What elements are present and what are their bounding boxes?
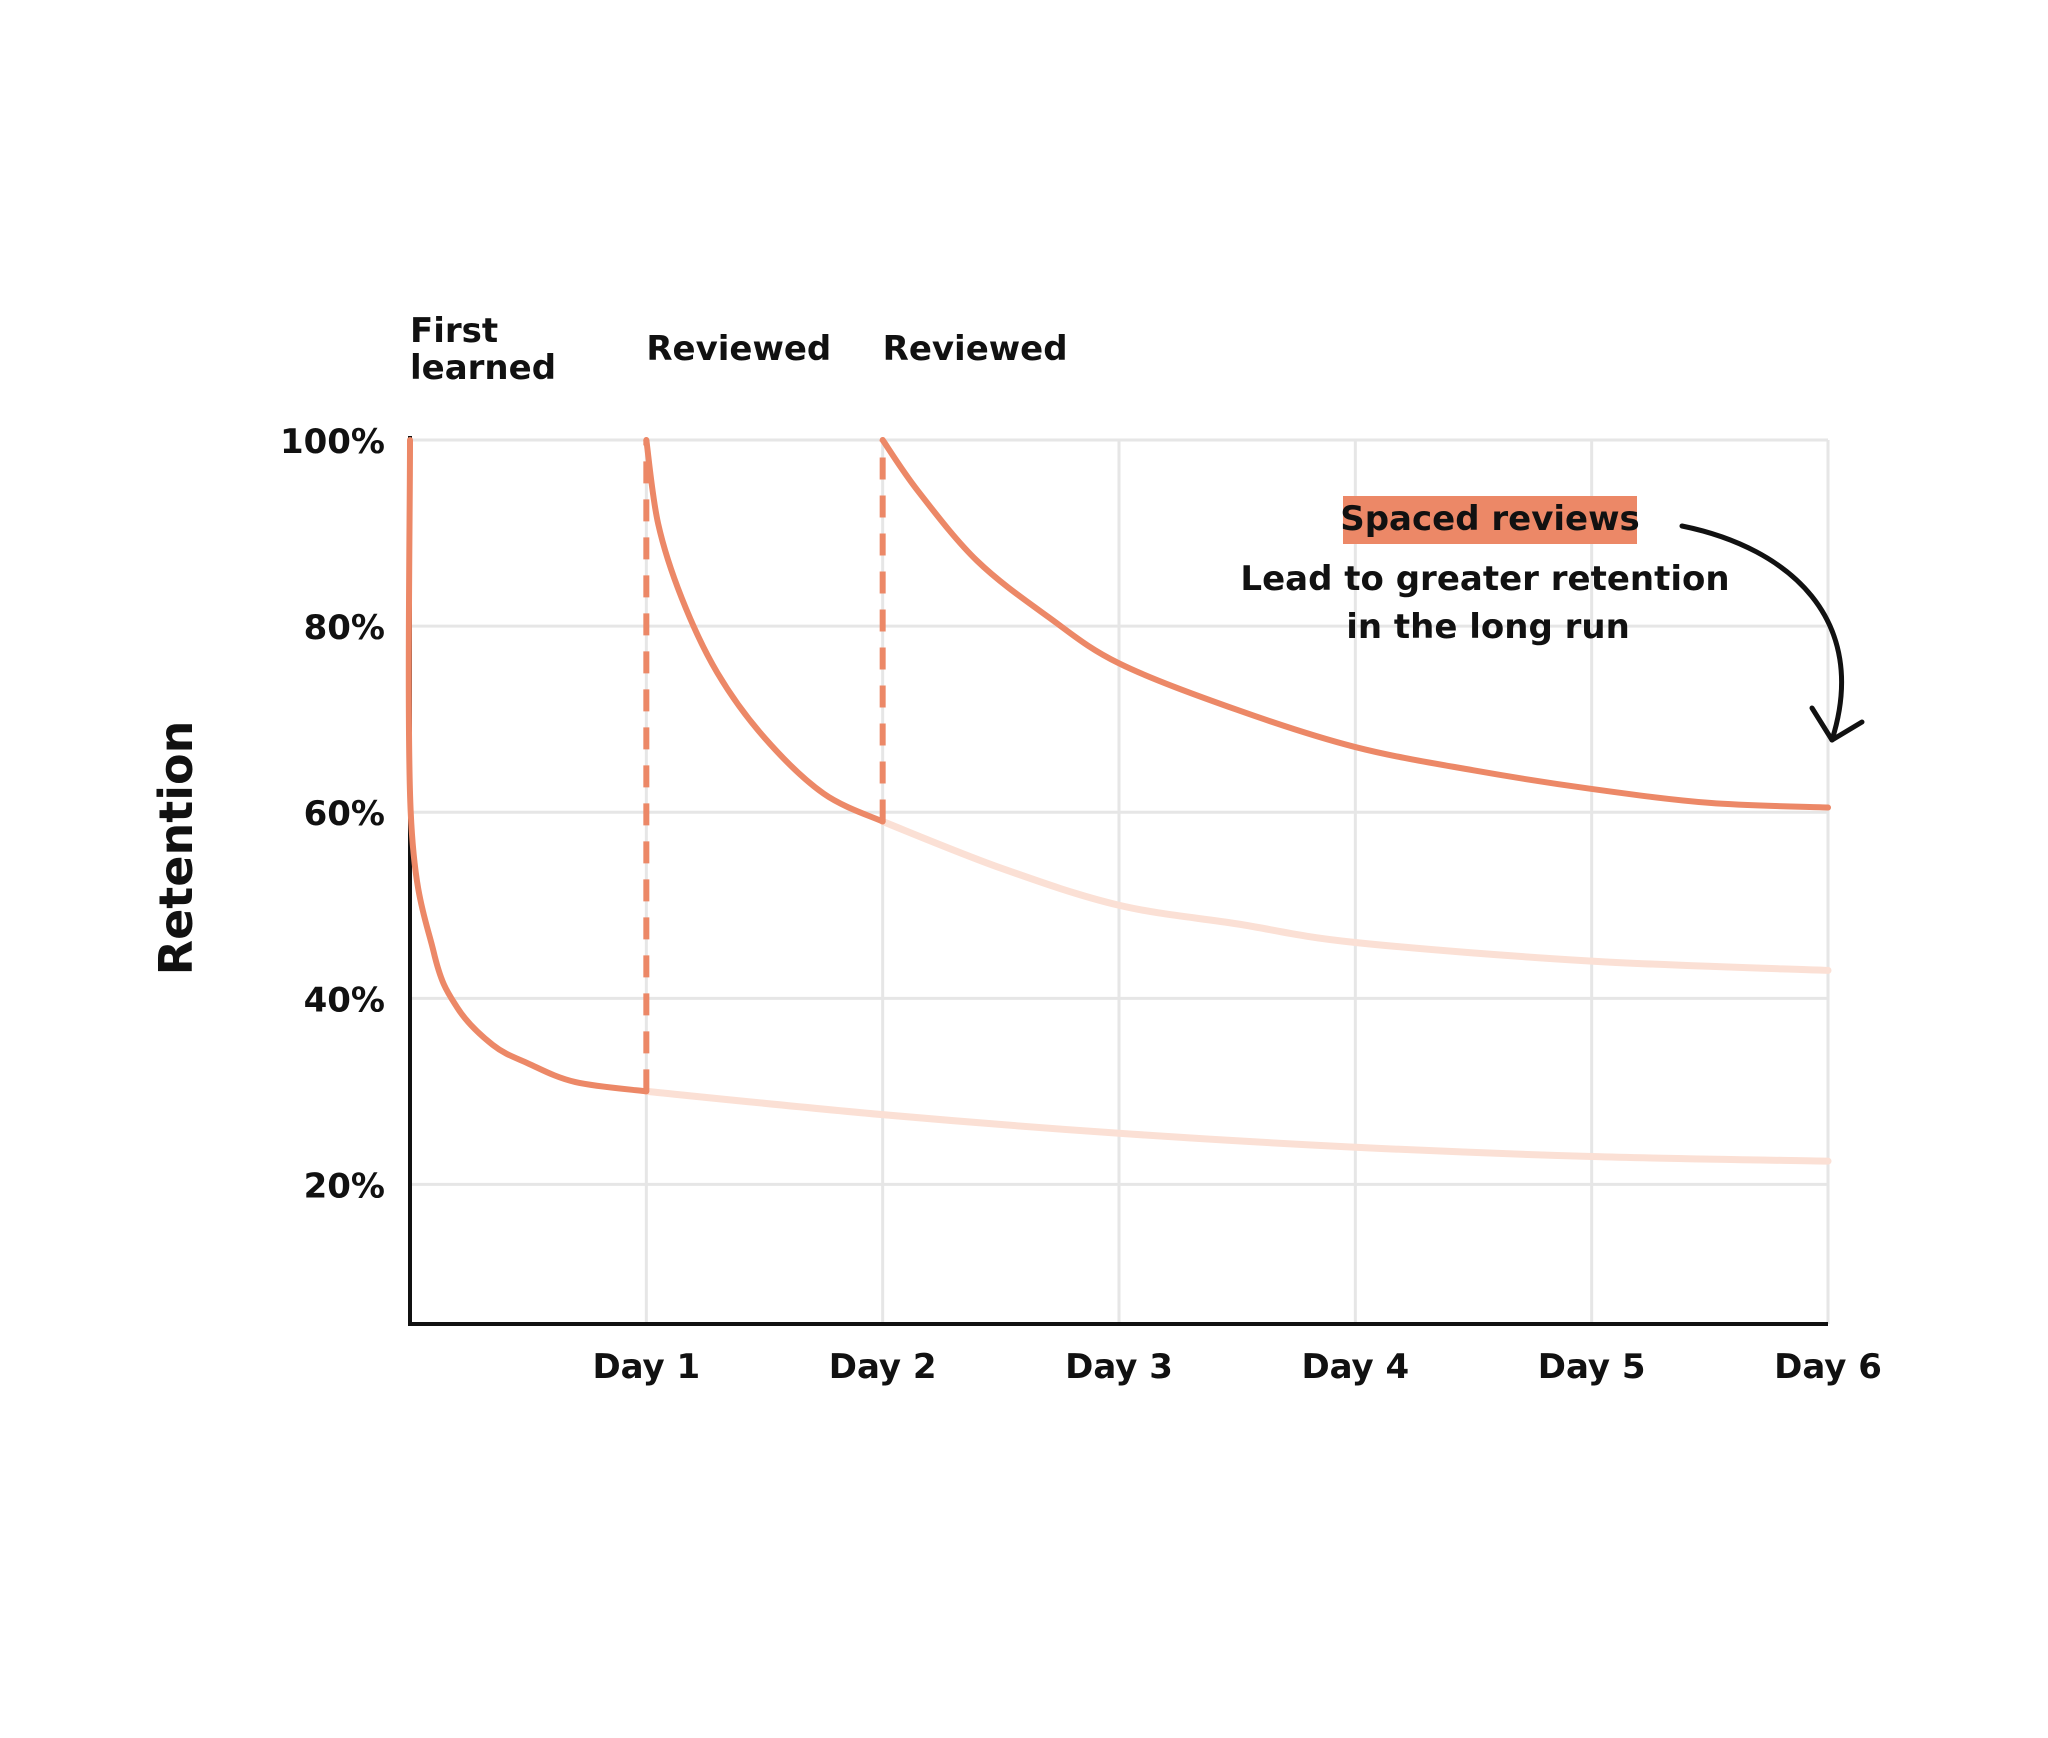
y-tick-label: 20%	[304, 1166, 385, 1206]
y-tick-label: 60%	[304, 794, 385, 834]
x-tick-label: Day 3	[1065, 1347, 1173, 1387]
y-tick-label: 100%	[280, 422, 385, 462]
event-label: Reviewed	[646, 329, 831, 369]
annotation: Spaced reviews Lead to greater retention…	[1240, 496, 1865, 743]
series-line-after-review-2	[879, 437, 1831, 811]
event-label-line: First	[410, 311, 498, 351]
annotation-line-2: in the long run	[1346, 607, 1630, 647]
event-label: First learned	[410, 311, 556, 388]
event-label-line: Reviewed	[646, 329, 831, 369]
x-tick-label: Day 2	[829, 1347, 937, 1387]
x-tick-label: Day 1	[592, 1347, 700, 1387]
series-line-after-first-learning-projected	[642, 1087, 1832, 1165]
event-label-line: Reviewed	[883, 329, 1068, 369]
y-tick-label: 80%	[304, 608, 385, 648]
y-axis-label: Retention	[149, 721, 203, 976]
event-labels: First learned Reviewed Reviewed	[410, 311, 1068, 388]
x-tick-labels: Day 1 Day 2 Day 3 Day 4 Day 5 Day 6	[592, 1347, 1881, 1387]
y-tick-label: 40%	[304, 980, 385, 1020]
annotation-arrow	[1679, 523, 1845, 743]
event-label: Reviewed	[883, 329, 1068, 369]
annotation-badge-bg	[1343, 496, 1637, 544]
x-tick-label: Day 4	[1301, 1347, 1409, 1387]
annotation-line-1: Lead to greater retention	[1240, 559, 1729, 599]
x-tick-label: Day 5	[1538, 1347, 1646, 1387]
x-tick-label: Day 6	[1774, 1347, 1882, 1387]
series-line-after-review-1-projected	[879, 818, 1832, 974]
annotation-arrowhead	[1809, 705, 1865, 743]
series-line-after-first-learning	[405, 437, 650, 1095]
annotation-badge: Spaced reviews	[1340, 499, 1640, 539]
series-layer	[405, 437, 1832, 1165]
y-tick-labels: 100% 80% 60% 40% 20%	[280, 422, 385, 1206]
event-label-line: learned	[410, 348, 556, 388]
series-line-after-review-1	[643, 437, 886, 825]
